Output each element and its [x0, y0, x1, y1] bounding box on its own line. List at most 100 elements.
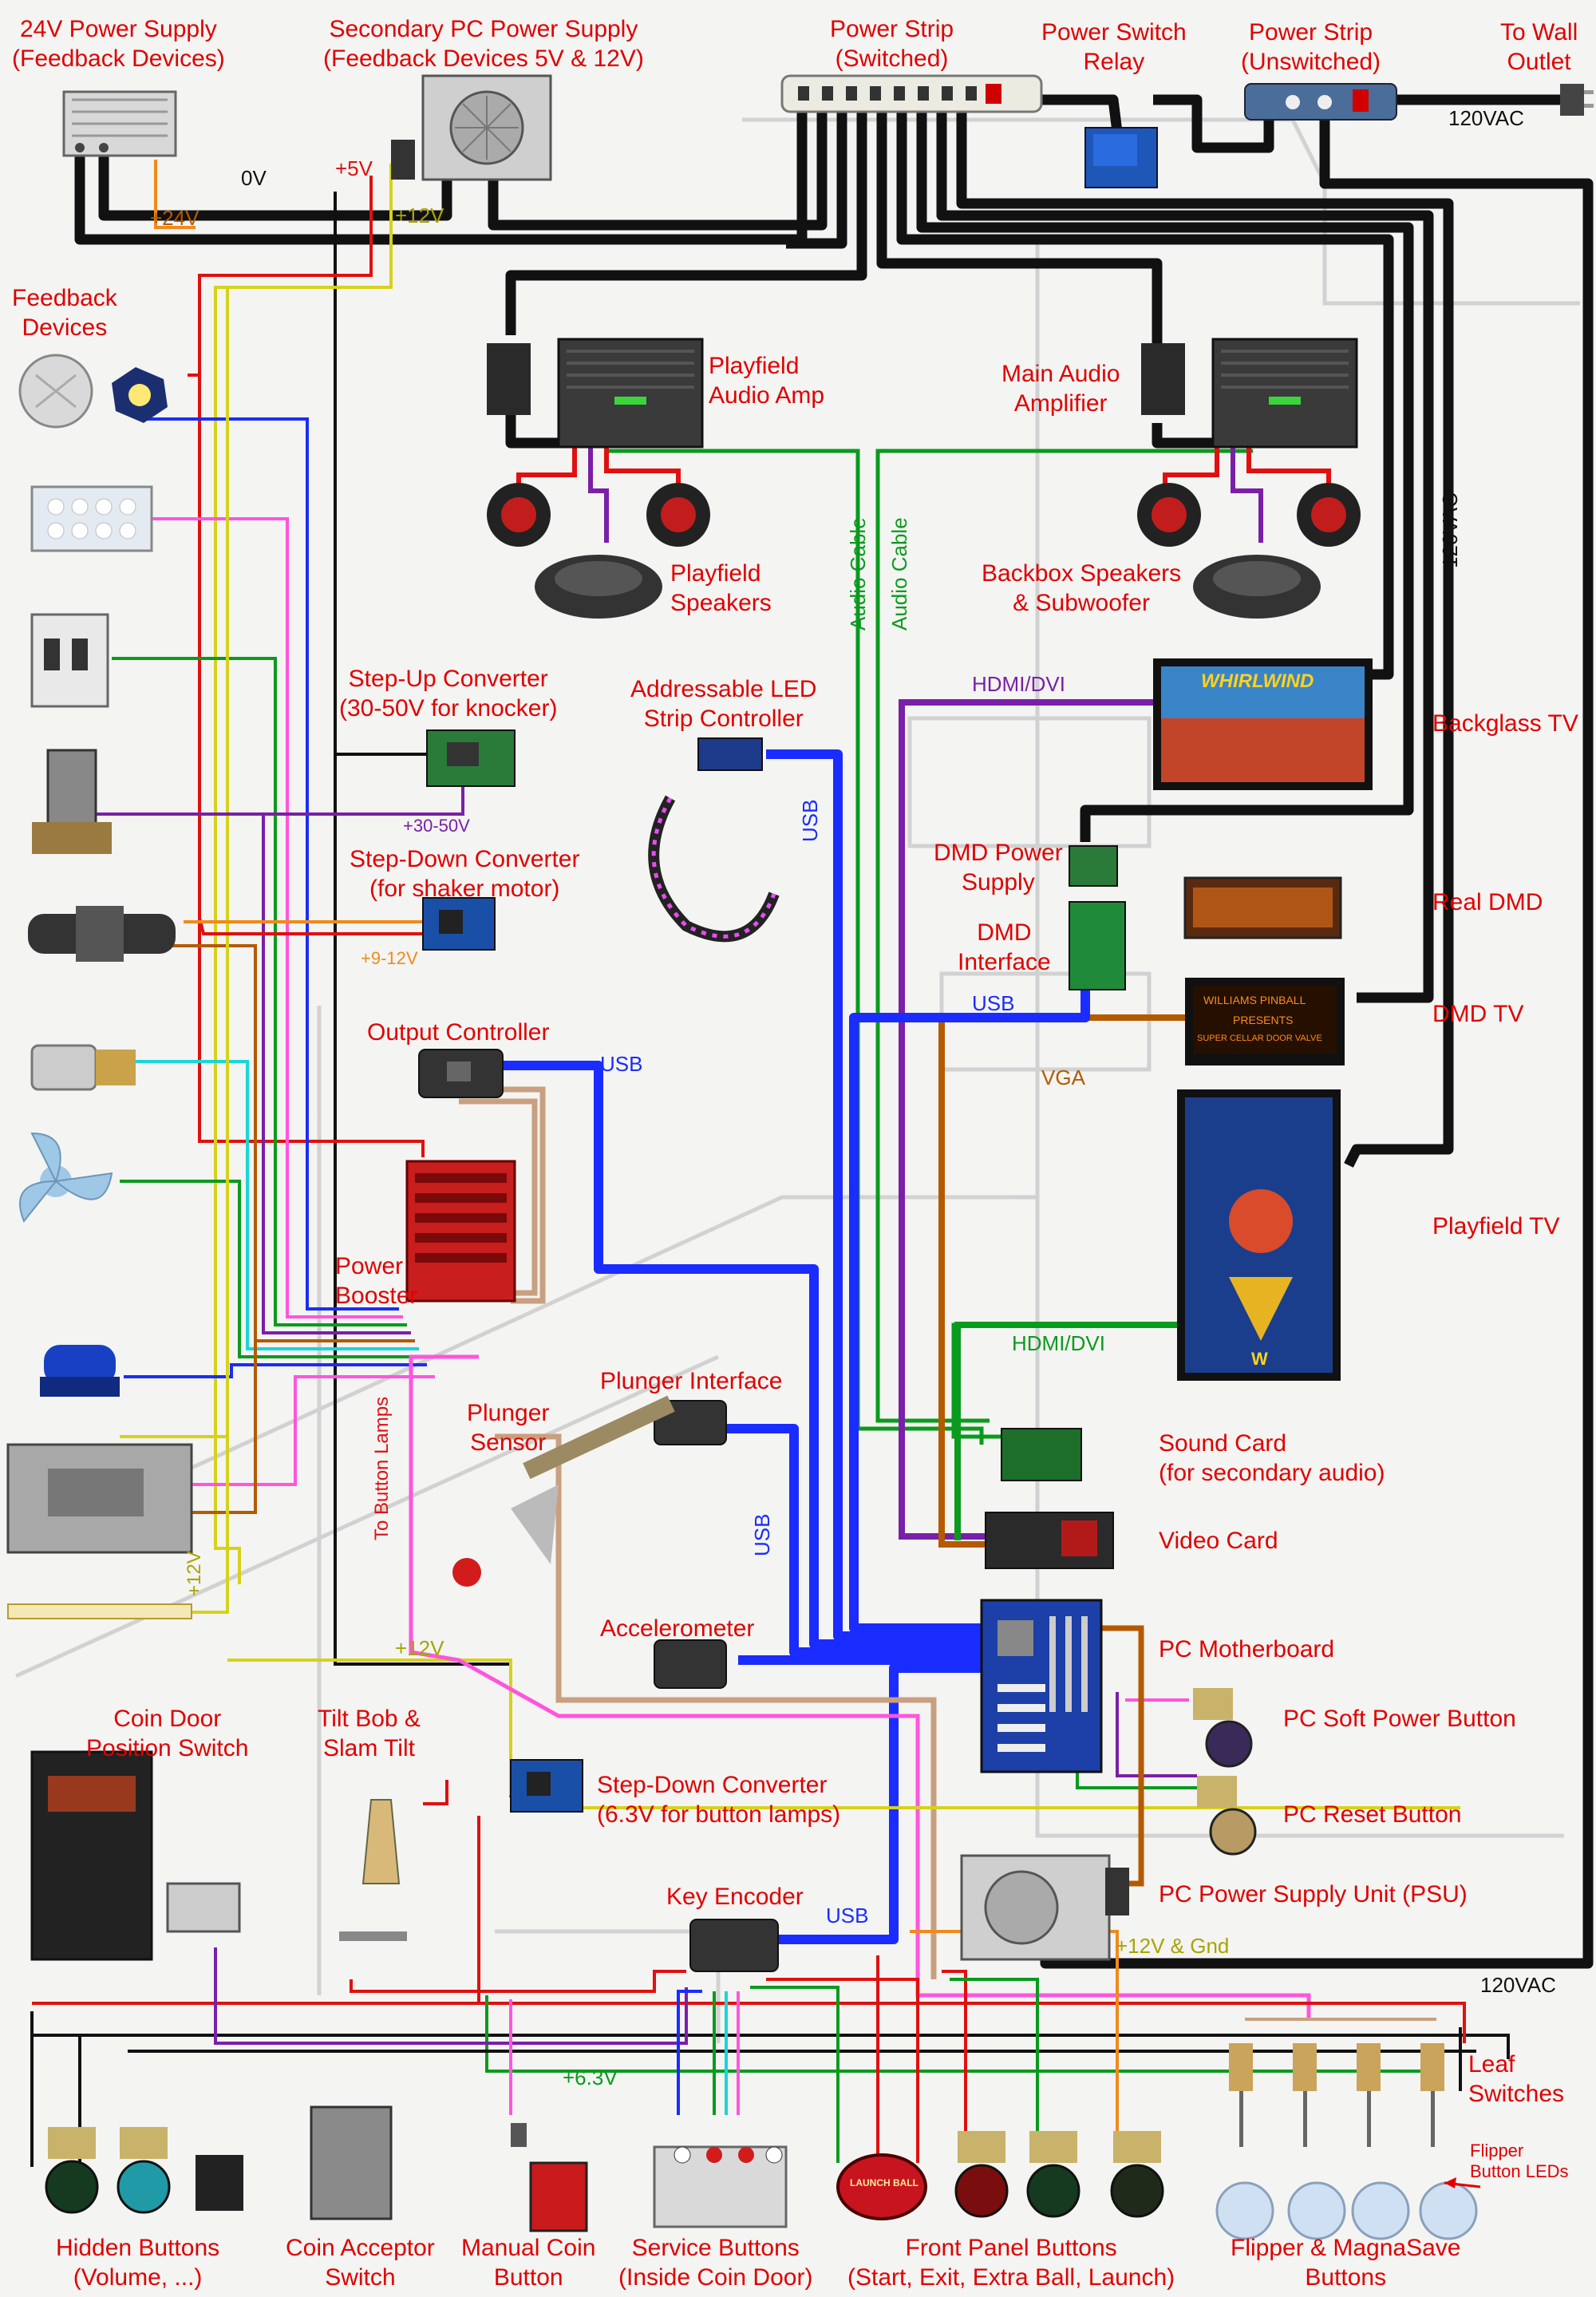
label-hidden-buttons: Hidden Buttons (Volume, ...)	[56, 2235, 220, 2291]
wire-label-12v-mid: +12V	[395, 1636, 444, 1660]
label-playfield-tv: Playfield TV	[1432, 1213, 1560, 1239]
step-up-converter	[426, 729, 516, 787]
pc-motherboard	[980, 1599, 1103, 1773]
wire-label-9-12v: +9-12V	[361, 948, 418, 968]
main-audio-amp	[1141, 338, 1358, 449]
dmd-line-2: PRESENTS	[1233, 1014, 1294, 1026]
label-real-dmd: Real DMD	[1432, 889, 1543, 915]
pc-psu	[960, 1854, 1129, 1961]
wire-label-audio-cable-1: Audio Cable	[846, 517, 870, 631]
real-dmd	[1183, 876, 1342, 939]
usb-cables	[503, 749, 1090, 1944]
leaf-switch-icons	[1229, 2043, 1444, 2147]
wire-label-6-3v: +6.3V	[563, 2066, 618, 2089]
playfield-tv	[1177, 1089, 1341, 1381]
wire-label-12v-left: +12V	[184, 1551, 205, 1596]
dmd-line-3: SUPER CELLAR DOOR VALVE	[1197, 1034, 1322, 1043]
label-feedback-devices: Feedback Devices	[12, 285, 117, 341]
feedback-device-icons	[6, 354, 193, 1619]
label-front-panel-buttons: Front Panel Buttons (Start, Exit, Extra …	[847, 2235, 1175, 2291]
label-step-down-lamps: Step-Down Converter (6.3V for button lam…	[597, 1772, 841, 1828]
label-pc-reset-button: PC Reset Button	[1283, 1801, 1462, 1828]
pc-soft-power-button-icon	[1193, 1688, 1253, 1768]
wire-label-0v: 0V	[241, 166, 267, 190]
wire-label-12v-gnd: +12V & Gnd	[1116, 1934, 1230, 1958]
label-power-booster: Power Booster	[335, 1253, 418, 1309]
wire-label-12v-top: +12V	[395, 204, 444, 227]
flipper-button-icons	[1215, 2181, 1478, 2240]
speaker-wires	[516, 443, 1331, 543]
wire-label-usb-output: USB	[600, 1052, 643, 1076]
backbox-speakers	[1137, 483, 1361, 619]
tilt-bob	[339, 1799, 407, 1941]
power-booster	[405, 1160, 516, 1303]
playfield-speakers	[487, 483, 710, 619]
label-playfield-speakers: Playfield Speakers	[670, 560, 772, 616]
wire-label-vga: VGA	[1041, 1065, 1085, 1089]
label-plunger-interface: Plunger Interface	[600, 1368, 783, 1394]
power-relay	[1084, 127, 1158, 188]
label-coin-acceptor: Coin Acceptor Switch	[286, 2235, 435, 2291]
label-output-controller: Output Controller	[367, 1019, 550, 1046]
wire-label-usb-plunger: USB	[750, 1513, 774, 1556]
label-psu-24v: 24V Power Supply (Feedback Devices)	[12, 16, 225, 72]
label-tilt-bob: Tilt Bob & Slam Tilt	[318, 1706, 421, 1761]
step-down-converter-shaker	[422, 897, 496, 951]
label-power-relay: Power Switch Relay	[1041, 19, 1187, 75]
playfield-logo: W	[1251, 1349, 1268, 1369]
wire-label-24v: +24V	[150, 206, 200, 230]
backglass-title: WHIRLWIND	[1201, 670, 1314, 692]
label-pc-soft-power-button: PC Soft Power Button	[1283, 1706, 1516, 1732]
psu-24v	[62, 90, 177, 157]
label-power-strip-switched: Power Strip (Switched)	[830, 16, 954, 72]
backglass-tv	[1153, 658, 1373, 790]
wire-label-usb-dmd: USB	[972, 991, 1015, 1015]
label-dmd-power-supply: DMD Power Supply	[934, 840, 1063, 895]
wire-label-usb-key: USB	[826, 1904, 869, 1927]
key-encoder	[689, 1919, 779, 1972]
label-pc-motherboard: PC Motherboard	[1159, 1636, 1335, 1662]
dmd-line-1: WILLIAMS PINBALL	[1203, 994, 1306, 1006]
dmd-tv	[1185, 978, 1345, 1065]
label-accelerometer: Accelerometer	[600, 1615, 755, 1642]
psu-secondary	[391, 74, 552, 181]
wall-plug	[1560, 84, 1594, 116]
wire-label-hdmi-1: HDMI/DVI	[972, 672, 1065, 696]
label-power-strip-unswitched: Power Strip (Unswitched)	[1241, 19, 1381, 75]
label-coin-door-switch: Coin Door Position Switch	[86, 1706, 249, 1761]
bottom-button-icons	[45, 2105, 1164, 2232]
label-step-up-converter: Step-Up Converter (30-50V for knocker)	[339, 666, 558, 722]
label-flipper-button-leds: Flipper Button LEDs	[1470, 2141, 1569, 2181]
wire-label-120vac-right: 120VAC	[1438, 492, 1462, 568]
label-service-buttons: Service Buttons (Inside Coin Door)	[618, 2235, 813, 2291]
label-flipper-magnasave: Flipper & MagnaSave Buttons	[1231, 2235, 1461, 2291]
wire-label-hdmi-2: HDMI/DVI	[1012, 1331, 1105, 1355]
label-backglass-tv: Backglass TV	[1432, 710, 1578, 737]
video-card	[985, 1512, 1114, 1569]
wire-label-to-button-lamps: To Button Lamps	[371, 1396, 393, 1540]
video-cables	[899, 699, 1189, 1548]
label-pc-psu: PC Power Supply Unit (PSU)	[1159, 1881, 1468, 1908]
label-psu-secondary: Secondary PC Power Supply (Feedback Devi…	[323, 16, 644, 72]
label-backbox-speakers: Backbox Speakers & Subwoofer	[982, 560, 1182, 616]
label-wall-outlet: To Wall Outlet	[1500, 19, 1578, 75]
label-leaf-switches: Leaf Switches	[1468, 2051, 1565, 2107]
playfield-audio-amp	[487, 338, 704, 449]
output-controller	[418, 1049, 504, 1098]
launch-ball-label: LAUNCH BALL	[850, 2177, 918, 2188]
label-playfield-amp: Playfield Audio Amp	[709, 353, 825, 409]
wire-label-120vac-bottom: 120VAC	[1480, 1973, 1556, 1997]
label-main-amp: Main Audio Amplifier	[1001, 361, 1120, 417]
dmd-interface	[1069, 901, 1126, 990]
lamp-ribbons	[409, 1086, 1460, 2019]
coin-door-switch	[30, 1750, 241, 1961]
wire-label-audio-cable-2: Audio Cable	[887, 517, 911, 631]
label-dmd-tv: DMD TV	[1432, 1001, 1524, 1027]
power-strip-unswitched	[1244, 83, 1397, 121]
wire-label-120vac-top: 120VAC	[1448, 106, 1524, 130]
signal-wires-left	[68, 160, 512, 1796]
dmd-power-supply	[1069, 845, 1118, 887]
label-step-down-shaker: Step-Down Converter (for shaker motor)	[350, 846, 580, 902]
